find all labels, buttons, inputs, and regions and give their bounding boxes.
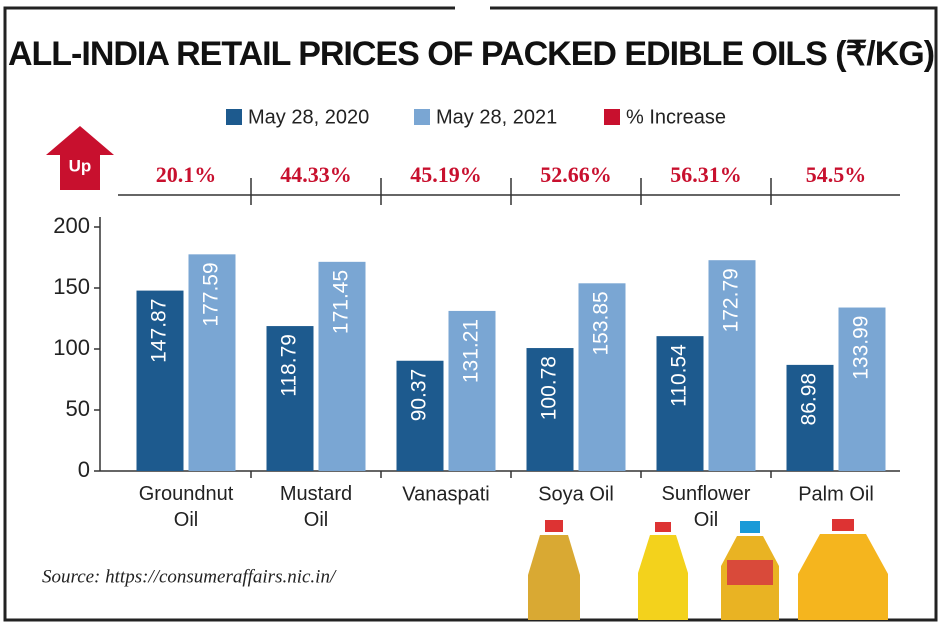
- bar-value-label: 100.78: [538, 356, 561, 420]
- bar-value-label: 110.54: [668, 344, 691, 407]
- bar-value-label: 147.87: [148, 299, 171, 363]
- legend-label: May 28, 2020: [248, 106, 369, 128]
- x-tick-label: Vanaspati: [402, 483, 489, 505]
- increase-label: 54.5%: [806, 162, 867, 187]
- bar-value-label: 86.98: [798, 373, 821, 426]
- y-tick-label: 50: [66, 396, 90, 421]
- increase-label: 20.1%: [156, 162, 217, 187]
- bar-value-label: 133.99: [850, 316, 873, 380]
- legend-label: May 28, 2021: [436, 106, 557, 128]
- frame-gap: [455, 3, 490, 13]
- legend-swatch: [414, 109, 430, 125]
- legend-label: % Increase: [626, 106, 726, 128]
- bar: [656, 336, 704, 471]
- x-tick-label: Soya Oil: [538, 483, 614, 505]
- x-tick-label: Groundnut Oil: [139, 483, 234, 531]
- increase-label: 44.33%: [280, 162, 352, 187]
- legend-swatch: [226, 109, 242, 125]
- source: Source: https://consumeraffairs.nic.in/: [42, 566, 337, 587]
- x-tick-label: Mustard Oil: [280, 483, 352, 531]
- bar: [526, 348, 574, 471]
- bar: [318, 261, 366, 471]
- bottles: [528, 519, 888, 620]
- bar: [266, 326, 314, 471]
- bar: [448, 310, 496, 471]
- y-tick-label: 200: [53, 213, 90, 238]
- bar-value-label: 90.37: [408, 369, 431, 422]
- increase-label: 45.19%: [410, 162, 482, 187]
- bar-value-label: 131.21: [460, 319, 483, 383]
- bar-value-label: 172.79: [720, 268, 743, 332]
- bar: [396, 360, 444, 471]
- increase-label: 52.66%: [540, 162, 612, 187]
- bar: [136, 290, 184, 471]
- badge: Up: [69, 156, 92, 175]
- legend-swatch: [604, 109, 620, 125]
- up-arrow: [46, 126, 114, 190]
- bar: [838, 307, 886, 471]
- bar: [786, 364, 834, 471]
- y-tick-label: 0: [78, 457, 90, 482]
- y-tick-label: 100: [53, 335, 90, 360]
- bar-value-label: 153.85: [590, 291, 613, 355]
- increase-label: 56.31%: [670, 162, 742, 187]
- bar: [578, 283, 626, 471]
- x-tick-label: Palm Oil: [798, 483, 874, 505]
- chart-title: ALL-INDIA RETAIL PRICES OF PACKED EDIBLE…: [8, 35, 934, 73]
- bar: [708, 260, 756, 471]
- bar-value-label: 118.79: [278, 334, 301, 397]
- bar: [188, 254, 236, 471]
- bar-value-label: 171.45: [330, 270, 353, 334]
- y-tick-label: 150: [53, 274, 90, 299]
- x-tick-label: Sunflower Oil: [662, 483, 751, 531]
- bar-value-label: 177.59: [200, 262, 223, 326]
